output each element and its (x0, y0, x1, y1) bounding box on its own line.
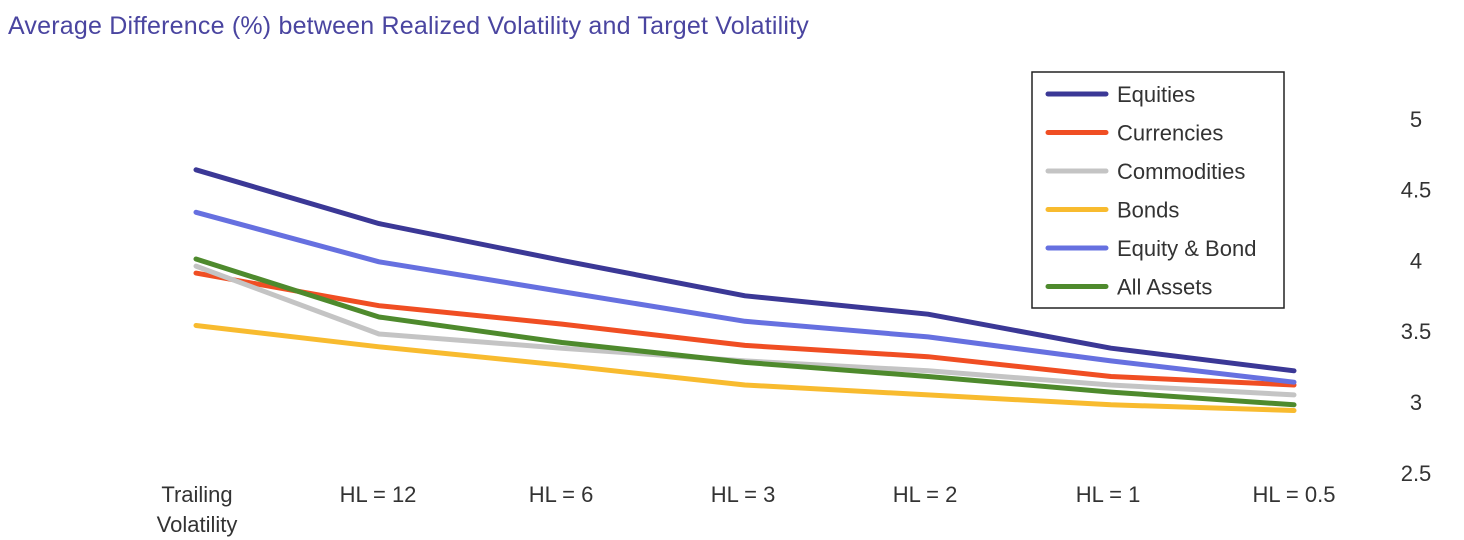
series-line-4 (193, 209, 1297, 385)
legend-label-1: Currencies (1117, 121, 1223, 146)
y-axis: 2.5 3 3.5 4 4.5 5 (1401, 107, 1432, 486)
series-layer (193, 167, 1297, 413)
series-line-0 (193, 167, 1297, 374)
y-tick-label: 3.5 (1401, 319, 1432, 344)
legend-label-5: All Assets (1117, 275, 1212, 300)
legend-label-2: Commodities (1117, 159, 1245, 184)
x-tick-label: HL = 2 (893, 482, 958, 507)
x-tick-label: HL = 1 (1076, 482, 1141, 507)
legend-items: Equities Currencies Commodities Bonds Equity… (1045, 82, 1256, 300)
x-tick-label: HL = 3 (711, 482, 776, 507)
series-line-1 (193, 270, 1297, 388)
series-line-3 (193, 323, 1297, 413)
legend-label-4: Equity & Bond (1117, 236, 1256, 261)
y-tick-label: 4.5 (1401, 178, 1432, 203)
x-axis: Trailing Volatility HL = 12 HL = 6 HL = 3 HL … (157, 482, 1336, 537)
legend-box (1031, 71, 1285, 309)
y-tick-label: 3 (1410, 390, 1422, 415)
y-tick-label: 4 (1410, 248, 1422, 273)
x-tick-label: Volatility (157, 512, 238, 537)
legend-label-3: Bonds (1117, 198, 1179, 223)
legend-label-0: Equities (1117, 82, 1195, 107)
x-tick-label: HL = 12 (340, 482, 417, 507)
x-tick-label: HL = 0.5 (1253, 482, 1336, 507)
chart-title: Average Difference (%) between Realized … (8, 12, 809, 40)
series-line-5 (193, 256, 1297, 408)
x-tick-label: Trailing (161, 482, 232, 507)
x-tick-label: HL = 6 (529, 482, 594, 507)
y-tick-label: 5 (1410, 107, 1422, 132)
legend: Equities Currencies Commodities Bonds Equity… (1031, 71, 1285, 309)
y-tick-label: 2.5 (1401, 461, 1432, 486)
